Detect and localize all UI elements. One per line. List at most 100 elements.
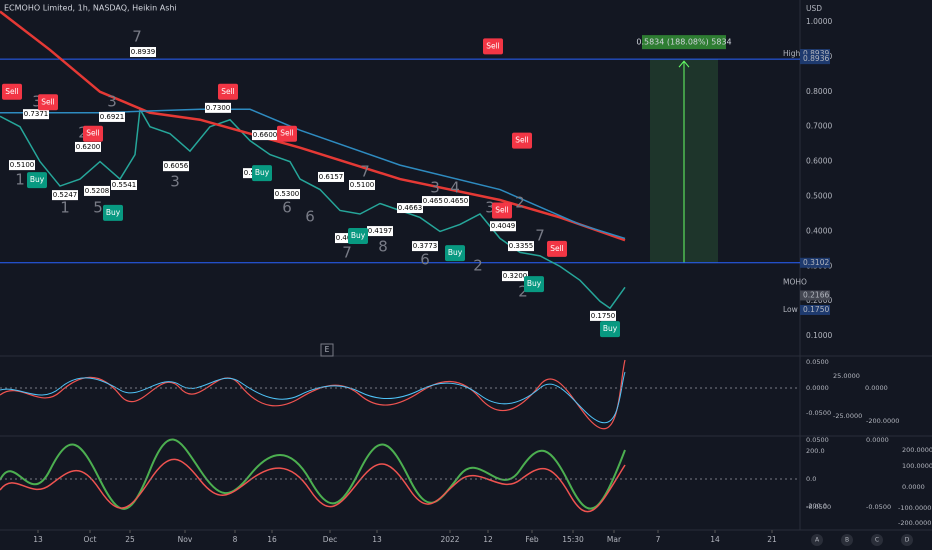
price-tag: 0.6157 xyxy=(319,173,344,181)
price-tag-box xyxy=(349,180,375,191)
level-tag xyxy=(800,257,830,268)
price-tag: 0.7371 xyxy=(24,110,49,118)
signal-label: Sell xyxy=(486,41,500,50)
sell-signal xyxy=(483,38,503,55)
panel-label: 0.0500 xyxy=(806,358,829,366)
measure-label: 0.5834 (188.08%) 5834 xyxy=(636,38,731,47)
x-tick-label: 12 xyxy=(483,535,493,544)
y-tick-label: 0.2000 xyxy=(806,296,832,305)
price-tag: 0.5541 xyxy=(112,181,137,189)
price-tag-box xyxy=(9,160,35,171)
wave-count: 7 xyxy=(535,226,545,244)
wave-count: 3 xyxy=(485,199,495,217)
y-tick-label: 0.7000 xyxy=(806,122,832,131)
wave-count: 4 xyxy=(450,179,460,197)
wave-count: 6 xyxy=(305,208,315,226)
level-value: 0.2166 xyxy=(803,290,829,299)
y-tick-label: 0.5000 xyxy=(806,192,832,201)
buy-signal xyxy=(252,165,272,182)
series-line xyxy=(0,106,626,310)
wave-count: 3 xyxy=(430,179,440,197)
signal-label: Sell xyxy=(550,244,564,253)
sell-signal xyxy=(492,202,512,219)
x-tick-label: 14 xyxy=(710,535,720,544)
price-tag: 0.5247 xyxy=(53,191,78,199)
signal-label: Sell xyxy=(221,87,235,96)
price-tag-box xyxy=(590,310,616,321)
price-tag: 0.8939 xyxy=(131,48,156,56)
wave-count: 7 xyxy=(360,163,370,181)
price-tag: 0.4049 xyxy=(491,222,516,230)
signal-label: Buy xyxy=(448,248,463,257)
price-tag: 0.5300 xyxy=(275,190,300,198)
wave-count: 3 xyxy=(170,173,180,191)
panel-label: -200.0000 xyxy=(866,417,899,425)
panel-label: 200.0000 xyxy=(902,446,932,454)
level-label: MOHO xyxy=(783,277,807,286)
footer-label: D xyxy=(905,537,910,544)
level-tag xyxy=(800,49,830,60)
footer-label: B xyxy=(845,537,849,544)
price-tag-box xyxy=(205,102,231,113)
level-value: 0.3102 xyxy=(803,258,829,267)
x-tick-label: Oct xyxy=(84,535,97,544)
wave-count: 2 xyxy=(473,256,483,274)
signal-label: Sell xyxy=(41,97,55,106)
price-tag: 0.1750 xyxy=(591,312,616,320)
price-tag-box xyxy=(99,111,125,122)
footer-label: A xyxy=(815,537,820,544)
price-tag-box xyxy=(367,226,393,237)
measure-arrowhead xyxy=(678,60,690,68)
wave-count: 7 xyxy=(342,244,352,262)
price-tag-box xyxy=(422,196,448,207)
x-tick-label: Mar xyxy=(607,535,622,544)
price-tag: 0.3200 xyxy=(503,272,528,280)
panel-label: 0.0 xyxy=(806,475,816,483)
x-tick-label: 8 xyxy=(233,535,238,544)
signal-label: Sell xyxy=(495,205,509,214)
price-tag: 0.7300 xyxy=(206,104,231,112)
oscillator-signal xyxy=(0,371,626,424)
price-tag: 0.5208 xyxy=(85,187,110,195)
footer-button xyxy=(841,534,853,546)
signal-label: Buy xyxy=(603,324,618,333)
signal-label: Sell xyxy=(280,129,294,138)
wave-count: 5 xyxy=(93,199,103,217)
series-line xyxy=(0,10,626,242)
price-tag: 0.6600 xyxy=(253,131,278,139)
panel-label: -200.0 xyxy=(806,502,827,510)
wave-count: 6 xyxy=(282,199,292,217)
series-line xyxy=(0,108,626,240)
price-tag-box xyxy=(75,141,101,152)
currency: USD xyxy=(806,4,822,13)
buy-signal xyxy=(524,276,544,293)
sell-signal xyxy=(38,94,58,111)
price-tag: 0.4197 xyxy=(368,227,393,235)
price-tag-box xyxy=(397,203,423,214)
footer-label: C xyxy=(875,537,879,544)
x-tick-label: Feb xyxy=(525,535,539,544)
buy-signal xyxy=(348,227,368,244)
wave-count: 3 xyxy=(32,92,42,110)
panel-label: -0.0500 xyxy=(866,503,891,511)
panel-label: -0.0500 xyxy=(806,503,831,511)
price-tag-box xyxy=(412,241,438,252)
price-tag: 0.4650 xyxy=(444,197,469,205)
price-tag-box xyxy=(111,180,137,191)
price-tag: 0.3355 xyxy=(509,242,534,250)
wave-count: 8 xyxy=(378,238,388,256)
level-tag xyxy=(800,304,830,315)
sell-signal xyxy=(218,83,238,100)
price-tag-box xyxy=(274,189,300,200)
y-tick-label: 0.4000 xyxy=(806,226,832,235)
level-value: 0.1750 xyxy=(803,305,829,314)
chart-title: ECMOHO Limited, 1h, NASDAQ, Heikin Ashi xyxy=(4,4,177,13)
price-tag-box xyxy=(318,171,344,182)
level-tag xyxy=(800,54,830,65)
wave-count: 2 xyxy=(518,283,528,301)
wave-count: 2 xyxy=(515,194,525,212)
level-value: 0.8939 xyxy=(803,49,829,58)
buy-signal xyxy=(103,204,123,221)
price-tag-box xyxy=(443,196,469,207)
